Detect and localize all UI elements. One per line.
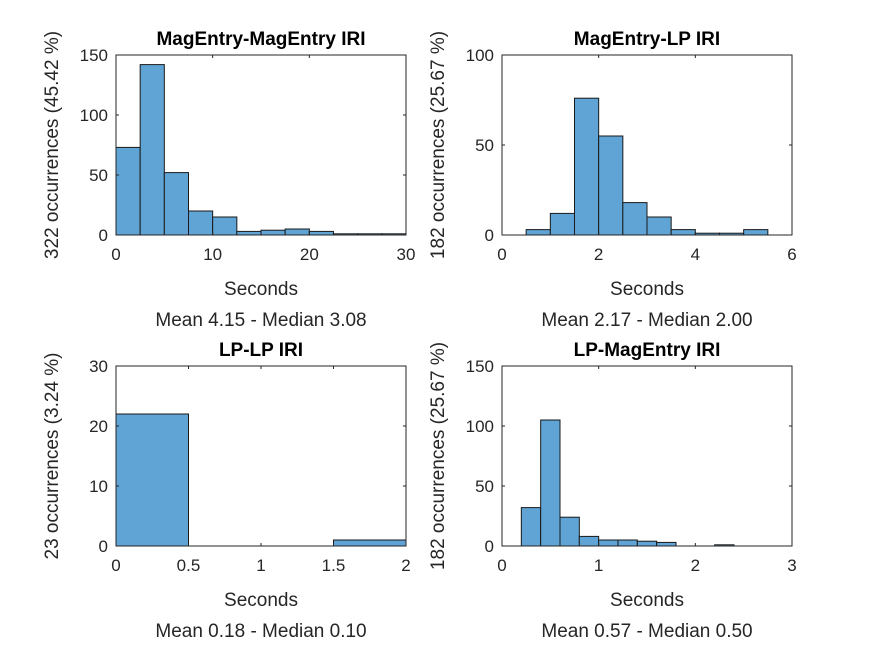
stats-label: Mean 4.15 - Median 3.08 [155, 310, 366, 331]
x-tick-label: 20 [300, 245, 319, 264]
x-tick-label: 2 [691, 556, 700, 575]
y-tick-label: 20 [89, 417, 108, 436]
bar [622, 202, 648, 236]
bar [333, 539, 407, 547]
bar [236, 230, 262, 236]
y-tick-label: 100 [466, 417, 494, 436]
x-tick-label: 6 [787, 245, 796, 264]
bar [646, 216, 672, 236]
x-tick-label: 0 [497, 245, 506, 264]
bar [525, 229, 551, 236]
bar [212, 216, 238, 236]
x-tick-label: 1 [256, 556, 265, 575]
y-tick-label: 10 [89, 477, 108, 496]
histogram-panel-2: 0 2 4 6 0 50 100 MagEntry-LP IRI Seconds Mean 2.1… [428, 29, 797, 331]
stats-label: Mean 2.17 - Median 2.00 [541, 310, 752, 331]
bar [139, 64, 165, 236]
bar [308, 230, 335, 236]
x-tick-label: 4 [691, 245, 700, 264]
y-axis-label: 322 occurrences (45.42 %) [42, 31, 63, 259]
x-axis-label: Seconds [224, 590, 298, 611]
y-axis-label: 23 occurrences (3.24 %) [42, 353, 63, 560]
histogram-panel-1: 0 10 20 30 0 50 100 150 MagEntry-MagEntry IRI Sec… [42, 29, 415, 331]
y-tick-label: 0 [485, 537, 494, 556]
bar [617, 539, 638, 547]
x-axis-label: Seconds [224, 279, 298, 300]
y-tick-label: 30 [89, 357, 108, 376]
bar [115, 146, 141, 236]
bar [540, 419, 561, 547]
y-tick-label: 0 [99, 537, 108, 556]
x-axis-label: Seconds [610, 279, 684, 300]
bar [636, 540, 658, 547]
x-tick-label: 3 [787, 556, 796, 575]
y-tick-label: 50 [475, 136, 494, 155]
x-tick-label: 0 [111, 556, 120, 575]
bar [578, 535, 600, 547]
bar [188, 210, 214, 236]
y-tick-label: 50 [475, 477, 494, 496]
bar [163, 172, 189, 236]
x-tick-label: 0 [497, 556, 506, 575]
x-tick-label: 0 [111, 245, 120, 264]
chart-title: LP-MagEntry IRI [574, 340, 721, 361]
x-tick-label: 2 [401, 556, 410, 575]
y-tick-label: 100 [466, 46, 494, 65]
y-tick-label: 100 [80, 106, 108, 125]
bar [115, 413, 189, 547]
bar [656, 541, 677, 547]
y-tick-label: 150 [80, 46, 108, 65]
bar [598, 135, 624, 236]
chart-title: MagEntry-LP IRI [574, 29, 720, 50]
bar [743, 229, 769, 236]
y-axis-label: 182 occurrences (25.67 %) [428, 342, 449, 570]
y-tick-label: 50 [89, 166, 108, 185]
stats-label: Mean 0.57 - Median 0.50 [541, 621, 752, 642]
y-tick-label: 0 [99, 226, 108, 245]
axes-box [115, 54, 407, 236]
bar [520, 507, 542, 547]
x-tick-label: 0.5 [177, 556, 201, 575]
histogram-panel-4: 0 1 2 3 0 50 100 150 LP-MagEntry IRI Seconds Mean … [428, 340, 797, 642]
bar [284, 228, 310, 236]
bar [598, 539, 619, 547]
x-tick-label: 30 [397, 245, 416, 264]
bar [670, 229, 696, 236]
bar [559, 516, 580, 547]
x-axis-label: Seconds [610, 590, 684, 611]
y-tick-label: 0 [485, 226, 494, 245]
axes-box [501, 365, 793, 547]
chart-title: LP-LP IRI [219, 340, 303, 361]
chart-title: MagEntry-MagEntry IRI [156, 29, 365, 50]
y-tick-label: 150 [466, 357, 494, 376]
x-tick-label: 2 [594, 245, 603, 264]
bar [260, 229, 286, 236]
y-axis-label: 182 occurrences (25.67 %) [428, 31, 449, 259]
x-tick-label: 1 [594, 556, 603, 575]
x-tick-label: 1.5 [322, 556, 346, 575]
bar [549, 212, 575, 236]
x-tick-label: 10 [203, 245, 222, 264]
bar [574, 97, 600, 236]
stats-label: Mean 0.18 - Median 0.10 [155, 621, 366, 642]
